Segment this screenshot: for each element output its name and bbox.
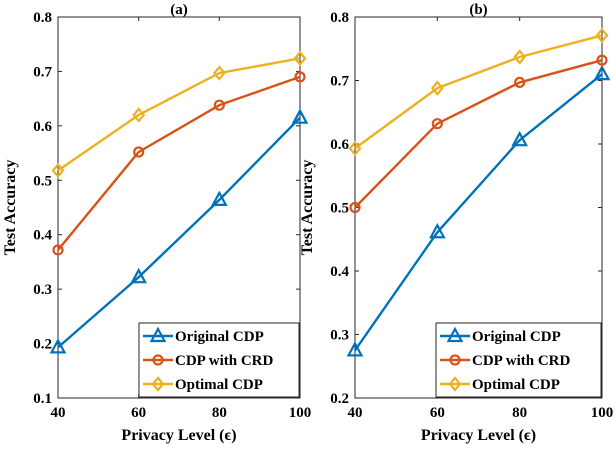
- data-point: [349, 201, 361, 214]
- legend-marker: [152, 354, 164, 366]
- x-tick-label: 60: [131, 405, 146, 421]
- series-line: [57, 57, 301, 172]
- legend: Original CDP CDP with CRD Optimal CDP: [138, 322, 300, 398]
- legend-label: Original CDP: [472, 329, 561, 345]
- x-axis-label: Privacy Level (ϵ): [421, 427, 536, 444]
- data-point: [431, 118, 443, 130]
- y-tick-label: 0.1: [33, 391, 52, 407]
- x-tick-label: 100: [289, 405, 312, 421]
- data-point: [132, 107, 146, 123]
- y-tick-label: 0.6: [330, 137, 349, 153]
- y-tick-label: 0.3: [330, 328, 349, 344]
- series-line: [57, 75, 301, 251]
- series-circle: [52, 71, 306, 256]
- y-tick-label: 0.7: [330, 74, 349, 90]
- y-tick-label: 0.8: [33, 10, 52, 26]
- data-point: [346, 341, 364, 357]
- legend-marker: [149, 326, 167, 343]
- data-point: [428, 222, 446, 239]
- data-point: [133, 146, 145, 158]
- y-axis-label: Test Accuracy: [299, 160, 316, 256]
- data-point: [595, 27, 609, 44]
- data-point: [596, 54, 608, 66]
- series-triangle: [49, 108, 309, 354]
- y-tick-label: 0.4: [330, 264, 349, 280]
- series-circle: [349, 54, 608, 214]
- y-tick-label: 0.6: [33, 119, 52, 135]
- series-triangle: [346, 64, 611, 357]
- y-tick-label: 0.2: [330, 391, 349, 407]
- data-point: [51, 162, 65, 179]
- legend-label: CDP with CRD: [472, 353, 571, 369]
- data-point: [213, 99, 225, 111]
- panel-b: 40 60 80 100 0.2 0.3 0.4 0.5 0.6 0.7 0.8 (b) Privacy…: [299, 2, 613, 444]
- y-tick-label: 0.7: [33, 64, 52, 80]
- y-tick-label: 0.8: [330, 10, 349, 26]
- x-tick-label: 40: [51, 405, 66, 421]
- y-tick-label: 0.4: [33, 228, 52, 244]
- series-line: [354, 59, 603, 209]
- legend: Original CDP CDP with CRD Optimal CDP: [435, 322, 602, 398]
- legend-label: Original CDP: [175, 329, 264, 345]
- data-point: [49, 338, 67, 354]
- data-point: [210, 190, 228, 206]
- y-axis-label: Test Accuracy: [2, 160, 19, 256]
- legend-label: CDP with CRD: [175, 353, 274, 369]
- legend-label: Optimal CDP: [472, 377, 560, 393]
- series-line: [57, 116, 301, 349]
- series-diamond: [51, 50, 307, 179]
- data-point: [593, 64, 611, 81]
- panel-title: (b): [469, 2, 487, 18]
- y-tick-label: 0.5: [33, 173, 52, 189]
- data-point: [212, 65, 226, 81]
- data-point: [52, 244, 64, 256]
- x-tick-label: 80: [212, 405, 227, 421]
- legend-marker: [446, 326, 464, 343]
- legend-marker: [448, 376, 462, 392]
- x-axis-label: Privacy Level (ϵ): [121, 427, 236, 444]
- plot-frame: [57, 16, 301, 399]
- data-point: [348, 140, 362, 157]
- series-diamond: [348, 27, 609, 157]
- panel-a: 40 60 80 100 0.1 0.2 0.3 0.4 0.5 0.6 0.7 0.8 (a) Priv…: [2, 2, 311, 444]
- y-tick-label: 0.2: [33, 337, 52, 353]
- series-line: [354, 34, 603, 150]
- data-point: [514, 76, 526, 89]
- data-point: [130, 267, 148, 284]
- series-line: [354, 73, 603, 352]
- data-point: [511, 130, 529, 147]
- legend-marker: [449, 354, 461, 366]
- y-tick-label: 0.3: [33, 282, 52, 298]
- panel-title: (a): [170, 2, 188, 18]
- data-point: [294, 71, 306, 83]
- x-tick-label: 40: [348, 405, 363, 421]
- y-tick-label: 0.5: [330, 201, 349, 217]
- data-point: [291, 108, 309, 124]
- x-tick-label: 100: [591, 405, 614, 421]
- data-point: [430, 80, 444, 96]
- x-tick-label: 60: [430, 405, 445, 421]
- data-point: [513, 49, 527, 65]
- x-tick-label: 80: [512, 405, 527, 421]
- data-point: [293, 50, 307, 67]
- legend-marker: [151, 376, 165, 392]
- legend-label: Optimal CDP: [175, 377, 263, 393]
